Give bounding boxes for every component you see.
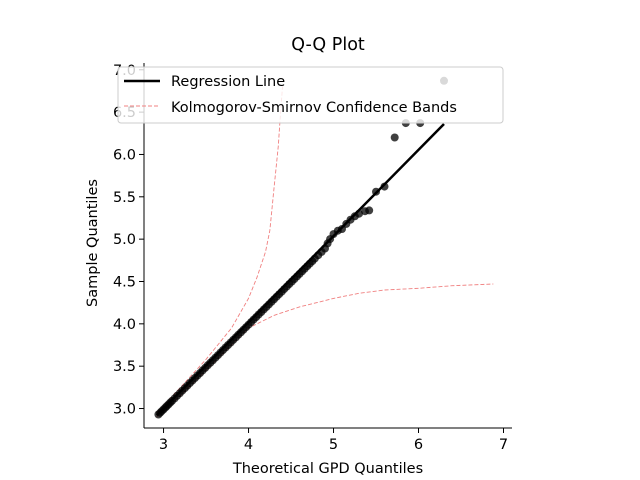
- x-tick-label: 6: [414, 437, 423, 453]
- confidence-band-upper: [156, 86, 283, 414]
- legend-frame: [117, 66, 504, 124]
- x-tick-label: 3: [159, 437, 168, 453]
- confidence-band-lower: [156, 283, 494, 418]
- plot-content: [154, 76, 494, 419]
- y-tick-label: 5.5: [113, 190, 136, 206]
- y-tick-label: 5.0: [113, 232, 136, 248]
- data-point: [365, 206, 374, 215]
- y-tick-label: 3.0: [113, 402, 136, 418]
- chart-title: Q-Q Plot: [291, 35, 365, 55]
- y-tick-label: 3.5: [113, 359, 136, 375]
- plot-area: [154, 76, 494, 419]
- y-tick-label: 4.0: [113, 317, 136, 333]
- data-point: [390, 133, 399, 142]
- y-tick-label: 6.0: [113, 147, 136, 163]
- y-tick-label: 4.5: [113, 274, 136, 290]
- regression-line: [155, 123, 445, 417]
- x-tick-label: 4: [244, 437, 253, 453]
- x-axis-title: Theoretical GPD Quantiles: [232, 461, 423, 477]
- legend: Regression Line Kolmogorov-Smirnov Confi…: [117, 66, 504, 124]
- x-tick-label: 7: [499, 437, 508, 453]
- legend-label-regression: Regression Line: [171, 74, 285, 90]
- legend-label-confidence-bands: Kolmogorov-Smirnov Confidence Bands: [171, 100, 457, 116]
- x-tick-label: 5: [329, 437, 338, 453]
- y-axis-title: Sample Quantiles: [85, 179, 101, 307]
